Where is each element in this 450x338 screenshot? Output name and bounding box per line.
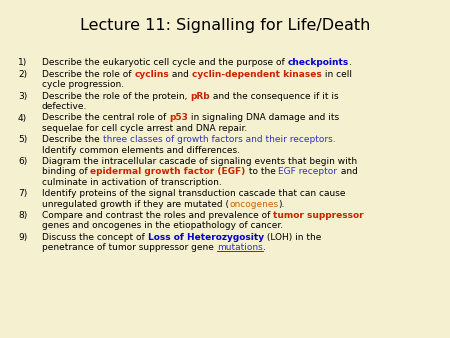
- Text: sequelae for cell cycle arrest and DNA repair.: sequelae for cell cycle arrest and DNA r…: [42, 124, 247, 133]
- Text: in cell: in cell: [322, 70, 351, 79]
- Text: ).: ).: [278, 200, 284, 209]
- Text: pRb: pRb: [190, 92, 210, 101]
- Text: epidermal growth factor (EGF): epidermal growth factor (EGF): [90, 168, 246, 176]
- Text: EGF receptor: EGF receptor: [279, 168, 338, 176]
- Text: 7): 7): [18, 189, 27, 198]
- Text: p53: p53: [169, 114, 188, 122]
- Text: Describe the central role of: Describe the central role of: [42, 114, 169, 122]
- Text: (LOH) in the: (LOH) in the: [264, 233, 321, 242]
- Text: Compare and contrast the roles and prevalence of: Compare and contrast the roles and preva…: [42, 211, 273, 220]
- Text: binding of: binding of: [42, 168, 90, 176]
- Text: .: .: [262, 243, 265, 252]
- Text: tumor suppressor: tumor suppressor: [273, 211, 364, 220]
- Text: Diagram the intracellular cascade of signaling events that begin with: Diagram the intracellular cascade of sig…: [42, 157, 357, 166]
- Text: Describe the: Describe the: [42, 136, 103, 144]
- Text: .: .: [349, 58, 352, 67]
- Text: three classes of growth factors and their receptors.: three classes of growth factors and thei…: [103, 136, 335, 144]
- Text: Describe the eukaryotic cell cycle and the purpose of: Describe the eukaryotic cell cycle and t…: [42, 58, 288, 67]
- Text: 2): 2): [18, 70, 27, 79]
- Text: genes and oncogenes in the etiopathology of cancer.: genes and oncogenes in the etiopathology…: [42, 221, 283, 231]
- Text: to the: to the: [246, 168, 279, 176]
- Text: 1): 1): [18, 58, 27, 67]
- Text: culminate in activation of transcription.: culminate in activation of transcription…: [42, 178, 222, 187]
- Text: in signaling DNA damage and its: in signaling DNA damage and its: [188, 114, 339, 122]
- Text: and: and: [169, 70, 192, 79]
- Text: 5): 5): [18, 136, 27, 144]
- Text: penetrance of tumor suppressor gene: penetrance of tumor suppressor gene: [42, 243, 217, 252]
- Text: and: and: [338, 168, 357, 176]
- Text: unregulated growth if they are mutated (: unregulated growth if they are mutated (: [42, 200, 229, 209]
- Text: cyclins: cyclins: [135, 70, 169, 79]
- Text: Lecture 11: Signalling for Life/Death: Lecture 11: Signalling for Life/Death: [80, 18, 370, 33]
- Text: and the consequence if it is: and the consequence if it is: [210, 92, 338, 101]
- Text: 9): 9): [18, 233, 27, 242]
- Text: 8): 8): [18, 211, 27, 220]
- Text: Describe the role of the protein,: Describe the role of the protein,: [42, 92, 190, 101]
- Text: 4): 4): [18, 114, 27, 122]
- Text: Discuss the concept of: Discuss the concept of: [42, 233, 148, 242]
- Text: oncogenes: oncogenes: [229, 200, 278, 209]
- Text: Identify proteins of the signal transduction cascade that can cause: Identify proteins of the signal transduc…: [42, 189, 346, 198]
- Text: 3): 3): [18, 92, 27, 101]
- Text: cyclin-dependent kinases: cyclin-dependent kinases: [192, 70, 322, 79]
- Text: checkpoints: checkpoints: [288, 58, 349, 67]
- Text: 6): 6): [18, 157, 27, 166]
- Text: defective.: defective.: [42, 102, 87, 111]
- Text: cycle progression.: cycle progression.: [42, 80, 124, 89]
- Text: Describe the role of: Describe the role of: [42, 70, 135, 79]
- Text: Identify common elements and differences.: Identify common elements and differences…: [42, 146, 240, 154]
- Text: mutations: mutations: [217, 243, 262, 252]
- Text: Loss of Heterozygosity: Loss of Heterozygosity: [148, 233, 264, 242]
